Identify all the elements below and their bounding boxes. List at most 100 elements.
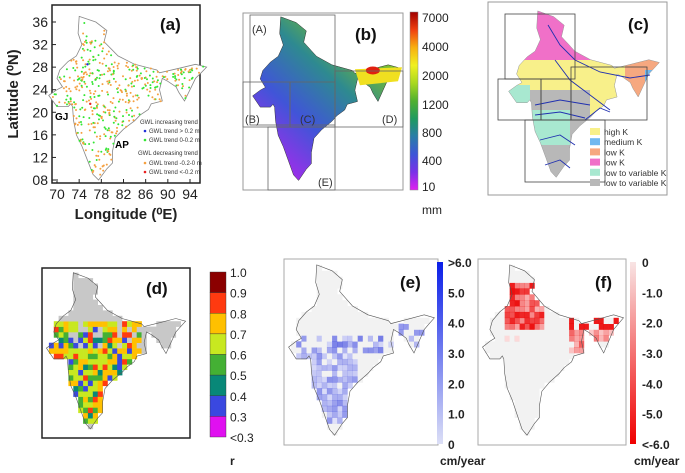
- grid-cell: [102, 315, 108, 322]
- grid-cell: [534, 370, 540, 377]
- grid-cell: [499, 341, 505, 348]
- grid-cell: [53, 332, 59, 338]
- grid-cell: [97, 315, 103, 322]
- grid-cell: [534, 329, 540, 336]
- grid-cell: [564, 329, 570, 336]
- gwl-well-point: [125, 94, 128, 97]
- grid-cell: [87, 418, 94, 424]
- grid-cell: [117, 369, 123, 376]
- grid-cell: [514, 329, 520, 336]
- grid-cell: [347, 335, 353, 342]
- grid-cell: [352, 329, 358, 336]
- grid-cell: [362, 317, 369, 324]
- x-tick-label: 78: [94, 186, 110, 202]
- grid-cell: [63, 337, 69, 343]
- grid-cell: [316, 300, 323, 307]
- gwl-well-point: [109, 69, 111, 72]
- grid-cell: [509, 264, 515, 272]
- gwl-well-point: [125, 109, 128, 111]
- grid-cell: [514, 382, 520, 389]
- panel-a-legend: GWL increasing trend GWL trend > 0.2 m G…: [138, 120, 202, 176]
- grid-cell: [83, 283, 89, 290]
- gwl-well-point: [128, 114, 130, 116]
- grid-cell: [357, 353, 364, 360]
- gwl-well-point: [86, 63, 89, 66]
- gwl-well-point: [191, 67, 193, 70]
- grid-cell: [514, 282, 520, 289]
- gwl-well-point: [98, 118, 100, 121]
- gwl-well-point: [119, 89, 122, 92]
- gwl-well-point: [91, 109, 94, 112]
- colorbar: [409, 11, 419, 191]
- x-tick-label: 74: [71, 186, 87, 202]
- grid-cell: [326, 288, 333, 295]
- gwl-well-point: [81, 138, 84, 141]
- grid-cell: [92, 299, 98, 306]
- grid-cell: [362, 347, 369, 354]
- gwl-well-point: [129, 107, 132, 110]
- grid-cell: [579, 323, 585, 330]
- grid-cell: [539, 364, 545, 371]
- gwl-well-point: [99, 173, 102, 176]
- gwl-well-point: [112, 142, 115, 145]
- grid-cell: [326, 394, 333, 401]
- grid-cell: [141, 348, 147, 354]
- grid-cell: [598, 335, 604, 342]
- gwl-well-point: [166, 70, 168, 73]
- gwl-well-point: [70, 59, 73, 62]
- gwl-well-point: [121, 124, 124, 127]
- gwl-well-point: [58, 101, 61, 104]
- gwl-well-point: [172, 75, 175, 78]
- gwl-well-point: [179, 68, 182, 71]
- region-box: [267, 126, 336, 191]
- gwl-well-point: [128, 119, 131, 122]
- gwl-well-point: [73, 101, 76, 104]
- grid-cell: [342, 347, 348, 354]
- grid-cell: [316, 364, 323, 371]
- grid-cell: [357, 347, 364, 354]
- grid-cell: [321, 282, 328, 289]
- gwl-well-point: [84, 82, 87, 85]
- grid-cell: [549, 317, 555, 324]
- grid-cell: [519, 341, 525, 348]
- gwl-well-point: [131, 115, 134, 118]
- grid-cell: [544, 347, 550, 354]
- gwl-well-point: [101, 62, 104, 65]
- gwl-well-point: [101, 83, 104, 86]
- grid-cell: [83, 369, 89, 376]
- legend-item: GWL trend <-0.2 m: [149, 170, 200, 176]
- grid-cell: [514, 388, 520, 395]
- gwl-well-point: [111, 73, 114, 76]
- grid-cell: [494, 353, 500, 360]
- grid-cell: [73, 353, 79, 360]
- gwl-well-point: [73, 106, 76, 109]
- grid-cell: [504, 335, 510, 342]
- gwl-well-point: [109, 137, 112, 140]
- grid-cell: [337, 329, 343, 336]
- grid-cell: [78, 402, 84, 408]
- gwl-well-point: [101, 73, 103, 76]
- grid-cell: [87, 380, 94, 387]
- grid-cell: [499, 317, 505, 324]
- gwl-well-point: [67, 100, 70, 103]
- grid-cell: [347, 353, 353, 360]
- grid-cell: [529, 405, 535, 412]
- legend-item: high K: [604, 127, 628, 137]
- gwl-well-point: [97, 85, 100, 87]
- grid-cell: [514, 317, 520, 324]
- gwl-well-point: [109, 153, 112, 156]
- colorbar-unit: cm/year: [634, 454, 680, 468]
- grid-cell: [357, 317, 364, 324]
- grid-cell: [539, 358, 545, 366]
- grid-cell: [136, 348, 142, 354]
- grid-cell: [367, 353, 374, 360]
- grid-cell: [603, 329, 609, 336]
- grid-cell: [127, 321, 133, 327]
- grid-cell: [316, 376, 323, 383]
- grid-cell: [337, 294, 343, 301]
- grid-cell: [83, 310, 89, 317]
- gwl-well-point: [110, 63, 113, 66]
- gwl-well-point: [69, 97, 72, 100]
- y-tick-label: 20: [32, 104, 48, 120]
- grid-cell: [544, 329, 550, 336]
